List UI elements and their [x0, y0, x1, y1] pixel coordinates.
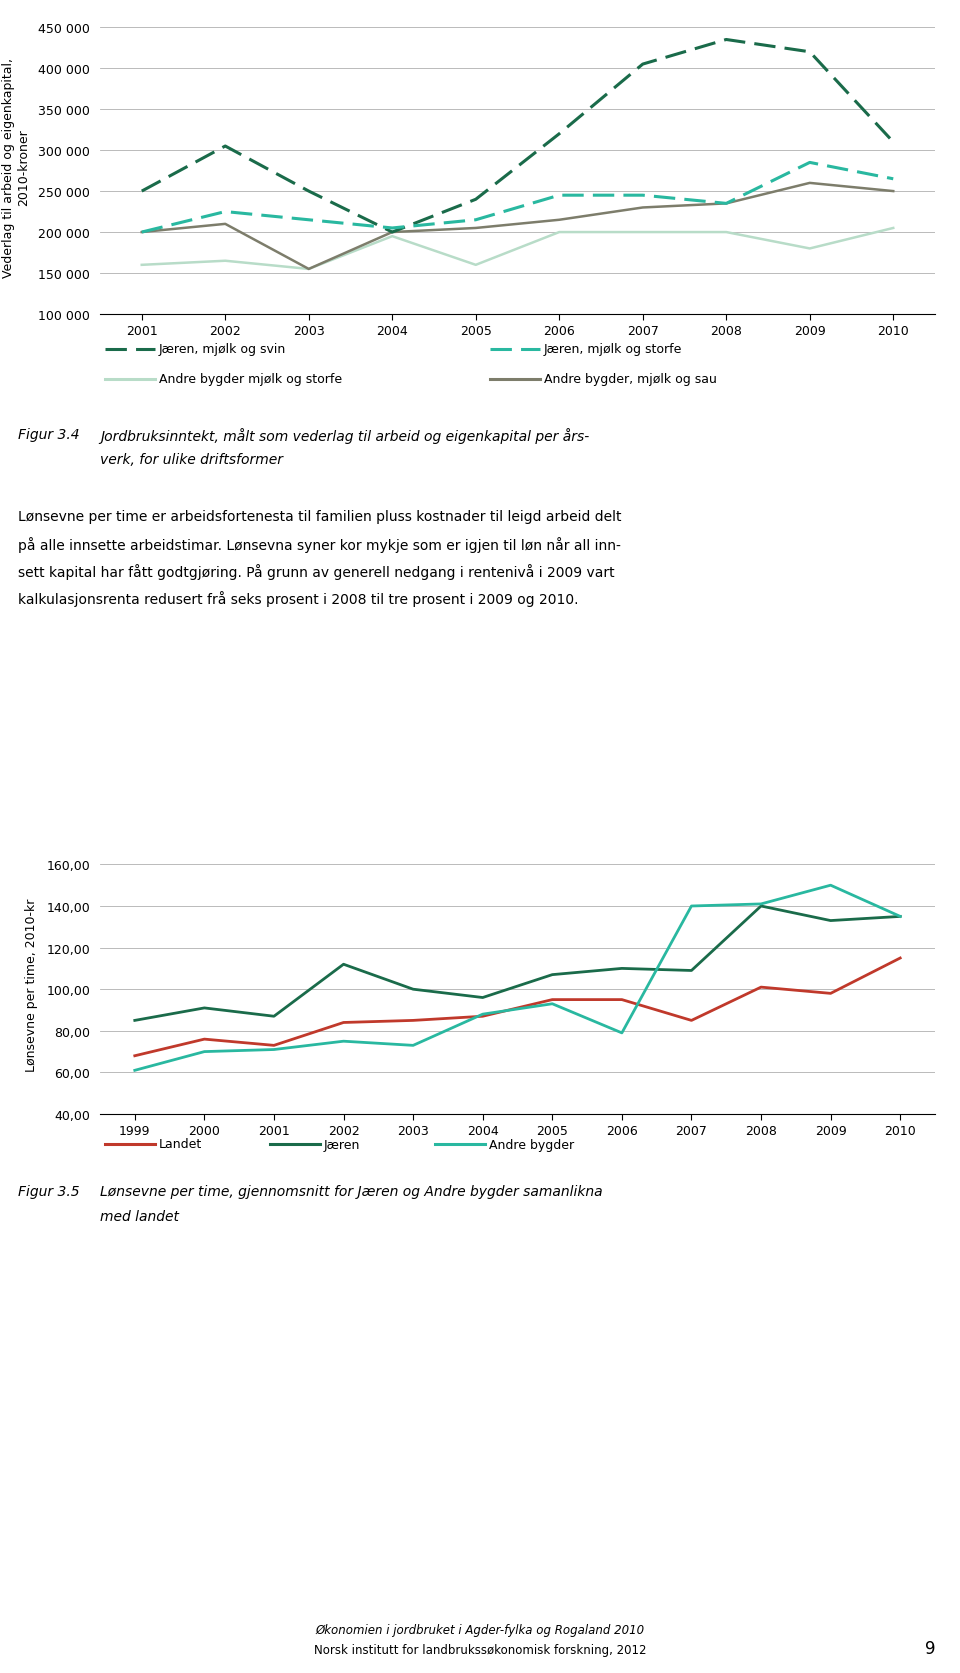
- Text: Jordbruksinntekt, målt som vederlag til arbeid og eigenkapital per års-: Jordbruksinntekt, målt som vederlag til …: [100, 428, 589, 443]
- Text: Andre bygder, mjølk og sau: Andre bygder, mjølk og sau: [544, 373, 717, 386]
- Text: med landet: med landet: [100, 1210, 179, 1223]
- Text: Økonomien i jordbruket i Agder-fylka og Rogaland 2010: Økonomien i jordbruket i Agder-fylka og …: [316, 1623, 644, 1636]
- Text: Jæren, mjølk og storfe: Jæren, mjølk og storfe: [544, 343, 683, 356]
- Text: Andre bygder mjølk og storfe: Andre bygder mjølk og storfe: [159, 373, 342, 386]
- Text: Norsk institutt for landbrukssøkonomisk forskning, 2012: Norsk institutt for landbrukssøkonomisk …: [314, 1643, 646, 1656]
- Text: Jæren, mjølk og svin: Jæren, mjølk og svin: [159, 343, 286, 356]
- Text: Figur 3.5: Figur 3.5: [18, 1184, 80, 1198]
- Text: kalkulasjonsrenta redusert frå seks prosent i 2008 til tre prosent i 2009 og 201: kalkulasjonsrenta redusert frå seks pros…: [18, 591, 579, 607]
- Text: Landet: Landet: [159, 1138, 203, 1151]
- Text: på alle innsette arbeidstimar. Lønsevna syner kor mykje som er igjen til løn når: på alle innsette arbeidstimar. Lønsevna …: [18, 537, 621, 552]
- Y-axis label: Lønsevne per time, 2010-kr: Lønsevne per time, 2010-kr: [25, 898, 38, 1071]
- Text: Lønsevne per time, gjennomsnitt for Jæren og Andre bygder samanlikna: Lønsevne per time, gjennomsnitt for Jære…: [100, 1184, 603, 1198]
- Text: Lønsevne per time er arbeidsfortenesta til familien pluss kostnader til leigd ar: Lønsevne per time er arbeidsfortenesta t…: [18, 510, 621, 524]
- Text: 9: 9: [924, 1640, 935, 1656]
- Text: verk, for ulike driftsformer: verk, for ulike driftsformer: [100, 453, 283, 467]
- Text: Figur 3.4: Figur 3.4: [18, 428, 80, 442]
- Text: Jæren: Jæren: [324, 1138, 360, 1151]
- Y-axis label: Vederlag til arbeid og eigenkapital,
2010-kroner: Vederlag til arbeid og eigenkapital, 201…: [2, 57, 30, 278]
- Text: sett kapital har fått godtgjøring. På grunn av generell nedgang i rentenivå i 20: sett kapital har fått godtgjøring. På gr…: [18, 564, 614, 579]
- Text: Andre bygder: Andre bygder: [489, 1138, 574, 1151]
